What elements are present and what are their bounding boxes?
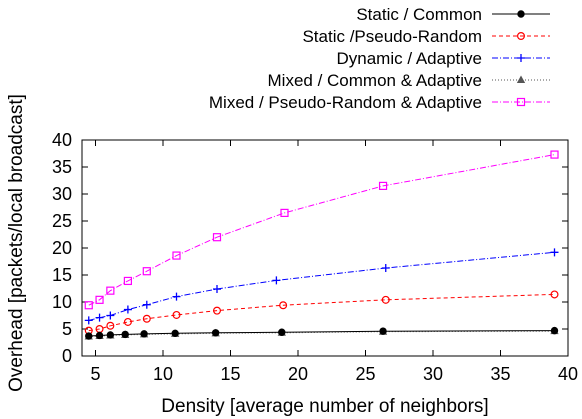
legend-entry: Mixed / Pseudo-Random & Adaptive: [209, 93, 550, 112]
data-point: [142, 300, 151, 309]
data-point: [172, 310, 181, 319]
y-tick-label: 0: [62, 346, 72, 366]
legend: Static / Common Static /Pseudo-Random Dyna…: [209, 5, 550, 112]
data-point: [84, 301, 93, 310]
data-point: [140, 330, 148, 338]
data-point: [381, 263, 390, 272]
y-tick-label: 15: [52, 265, 72, 285]
data-point: [211, 329, 220, 337]
data-point: [172, 292, 181, 301]
data-point: [106, 331, 115, 339]
data-point: [212, 233, 222, 242]
series-line: [88, 330, 555, 337]
data-point: [550, 290, 559, 299]
y-tick-label: 5: [62, 319, 72, 339]
series-line: [88, 251, 555, 321]
data-point: [123, 305, 132, 314]
legend-label: Static / Common: [356, 5, 482, 24]
legend-label: Mixed / Common & Adaptive: [268, 71, 482, 90]
legend-label: Dynamic / Adaptive: [336, 49, 482, 68]
data-point: [84, 316, 93, 325]
data-point: [142, 267, 151, 276]
series-2: [84, 290, 559, 335]
y-tick-label: 30: [52, 184, 72, 204]
x-axis-label: Density [average number of neighbors]: [161, 396, 488, 417]
plot-frame: [81, 139, 569, 357]
legend-entry: Dynamic / Adaptive: [336, 49, 550, 68]
x-tick-label: 40: [558, 364, 578, 384]
x-tick-label: 15: [220, 364, 240, 384]
data-point: [378, 181, 388, 190]
legend-label: Static /Pseudo-Random: [302, 27, 482, 46]
y-tick-label: 40: [52, 130, 72, 150]
data-point: [172, 251, 181, 260]
data-point: [213, 306, 222, 315]
data-point: [171, 329, 179, 338]
x-tick-label: 35: [490, 364, 510, 384]
y-axis-label: Overhead [packets/local broadcast]: [6, 94, 27, 392]
plot-area: [84, 150, 559, 340]
legend-label: Mixed / Pseudo-Random & Adaptive: [209, 93, 482, 112]
data-point: [517, 54, 525, 62]
series-line: [88, 154, 555, 306]
series-5: [84, 150, 559, 310]
data-point: [106, 321, 115, 330]
data-point: [85, 332, 93, 340]
data-point: [516, 75, 526, 83]
data-point: [121, 330, 129, 339]
y-tick-label: 25: [52, 211, 72, 231]
data-point: [381, 295, 390, 304]
y-tick-label: 35: [52, 157, 72, 177]
data-point: [106, 286, 115, 295]
y-tick-label: 20: [52, 238, 72, 258]
x-tick-label: 30: [423, 364, 443, 384]
data-point: [516, 31, 525, 40]
x-tick-label: 10: [153, 364, 173, 384]
data-point: [550, 326, 559, 335]
data-point: [213, 285, 221, 294]
series-line: [88, 330, 555, 338]
x-tick-label: 25: [355, 364, 375, 384]
data-point: [550, 248, 559, 257]
legend-entry: Mixed / Common & Adaptive: [268, 71, 550, 90]
data-point: [279, 301, 288, 310]
data-point: [379, 327, 387, 335]
data-point: [517, 10, 525, 18]
data-point: [278, 328, 286, 336]
data-point: [123, 317, 132, 326]
data-point: [95, 313, 104, 322]
data-point: [95, 295, 104, 304]
x-tick-label: 5: [90, 364, 100, 384]
data-point: [106, 311, 115, 320]
series-1: [85, 326, 559, 340]
data-point: [272, 276, 281, 285]
series-line: [88, 293, 555, 332]
data-point: [123, 276, 133, 286]
legend-entry: Static /Pseudo-Random: [302, 27, 550, 46]
legend-entry: Static / Common: [356, 5, 550, 24]
y-tick-label: 10: [52, 292, 72, 312]
data-point: [95, 331, 104, 340]
data-point: [142, 314, 151, 323]
data-point: [516, 97, 526, 107]
data-point: [550, 150, 559, 159]
series-3: [84, 248, 559, 325]
x-tick-label: 20: [288, 364, 308, 384]
data-point: [280, 208, 289, 217]
